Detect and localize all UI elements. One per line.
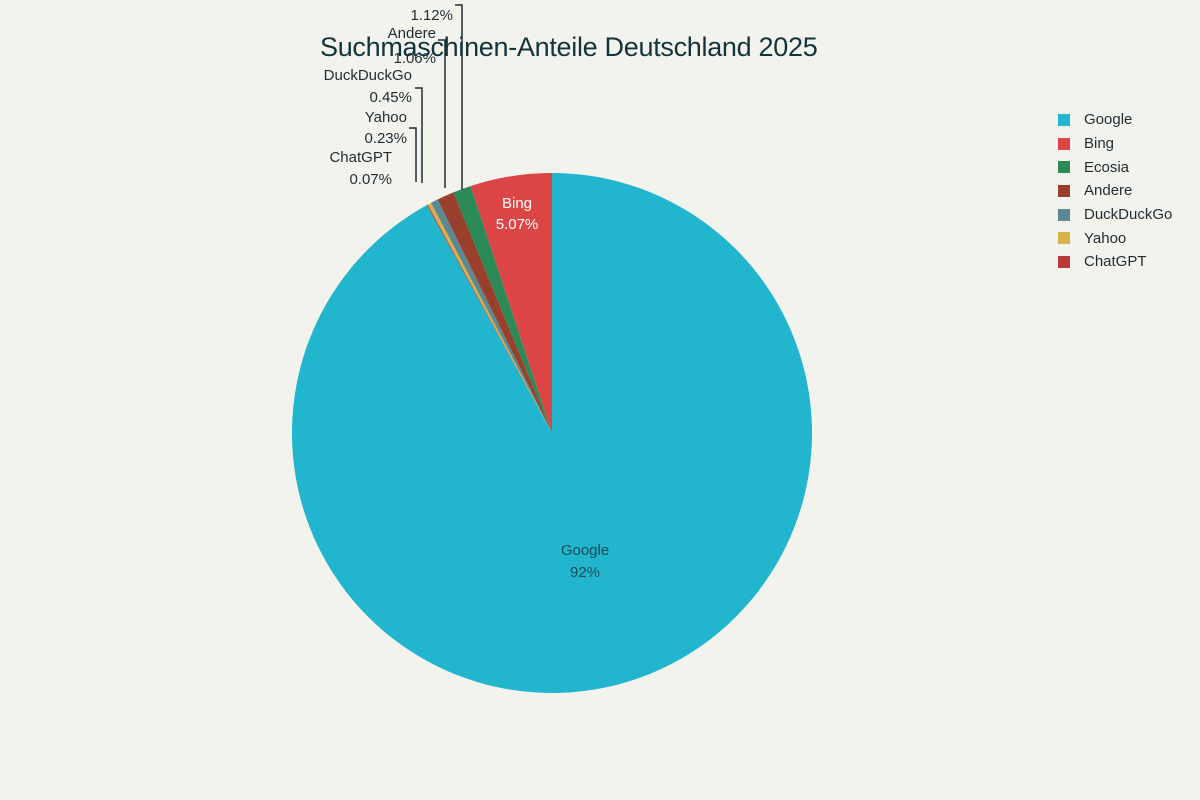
legend-item-andere[interactable]: Andere (1058, 179, 1172, 203)
slice-label-bing: Bing (502, 195, 532, 212)
slice-value-chatgpt: 0.07% (349, 171, 392, 188)
slice-value-andere: 1.06% (393, 50, 436, 67)
slice-label-yahoo: Yahoo (365, 109, 407, 126)
legend-item-bing[interactable]: Bing (1058, 132, 1172, 156)
legend-item-chatgpt[interactable]: ChatGPT (1058, 250, 1172, 274)
legend-swatch (1058, 255, 1070, 268)
leader-line (438, 39, 446, 188)
legend-swatch (1058, 232, 1070, 245)
legend: Google Bing Ecosia Andere DuckDuckGo Yah… (1058, 108, 1172, 274)
legend-swatch (1058, 137, 1070, 150)
legend-swatch (1058, 113, 1070, 126)
slice-label-andere: Andere (388, 25, 436, 42)
legend-item-duckduckgo[interactable]: DuckDuckGo (1058, 203, 1172, 227)
pie-slice-yahoo[interactable] (427, 202, 552, 433)
slice-label-chatgpt: ChatGPT (329, 149, 392, 166)
slice-label-google: Google (561, 542, 609, 559)
slice-label-duckduckgo: DuckDuckGo (324, 67, 412, 84)
pie-slice-andere[interactable] (437, 192, 552, 433)
legend-item-google[interactable]: Google (1058, 108, 1172, 132)
leader-line (455, 4, 463, 190)
slice-value-google: 92% (570, 564, 600, 581)
legend-item-yahoo[interactable]: Yahoo (1058, 226, 1172, 250)
pie-slice-duckduckgo[interactable] (431, 199, 552, 433)
leader-line (409, 127, 417, 182)
legend-swatch (1058, 184, 1070, 197)
legend-item-ecosia[interactable]: Ecosia (1058, 155, 1172, 179)
legend-swatch (1058, 208, 1070, 221)
slice-value-bing: 5.07% (496, 216, 539, 233)
chart-title: Suchmaschinen-Anteile Deutschland 2025 (320, 32, 818, 62)
pie-slice-bing[interactable] (470, 173, 552, 433)
slice-value-ecosia: 1.12% (410, 7, 453, 24)
leader-line (415, 87, 423, 183)
slice-value-yahoo: 0.23% (364, 130, 407, 147)
slice-value-duckduckgo: 0.45% (369, 89, 412, 106)
pie-slice-chatgpt[interactable] (426, 204, 552, 433)
pie-slice-ecosia[interactable] (453, 186, 552, 433)
legend-swatch (1058, 161, 1070, 174)
